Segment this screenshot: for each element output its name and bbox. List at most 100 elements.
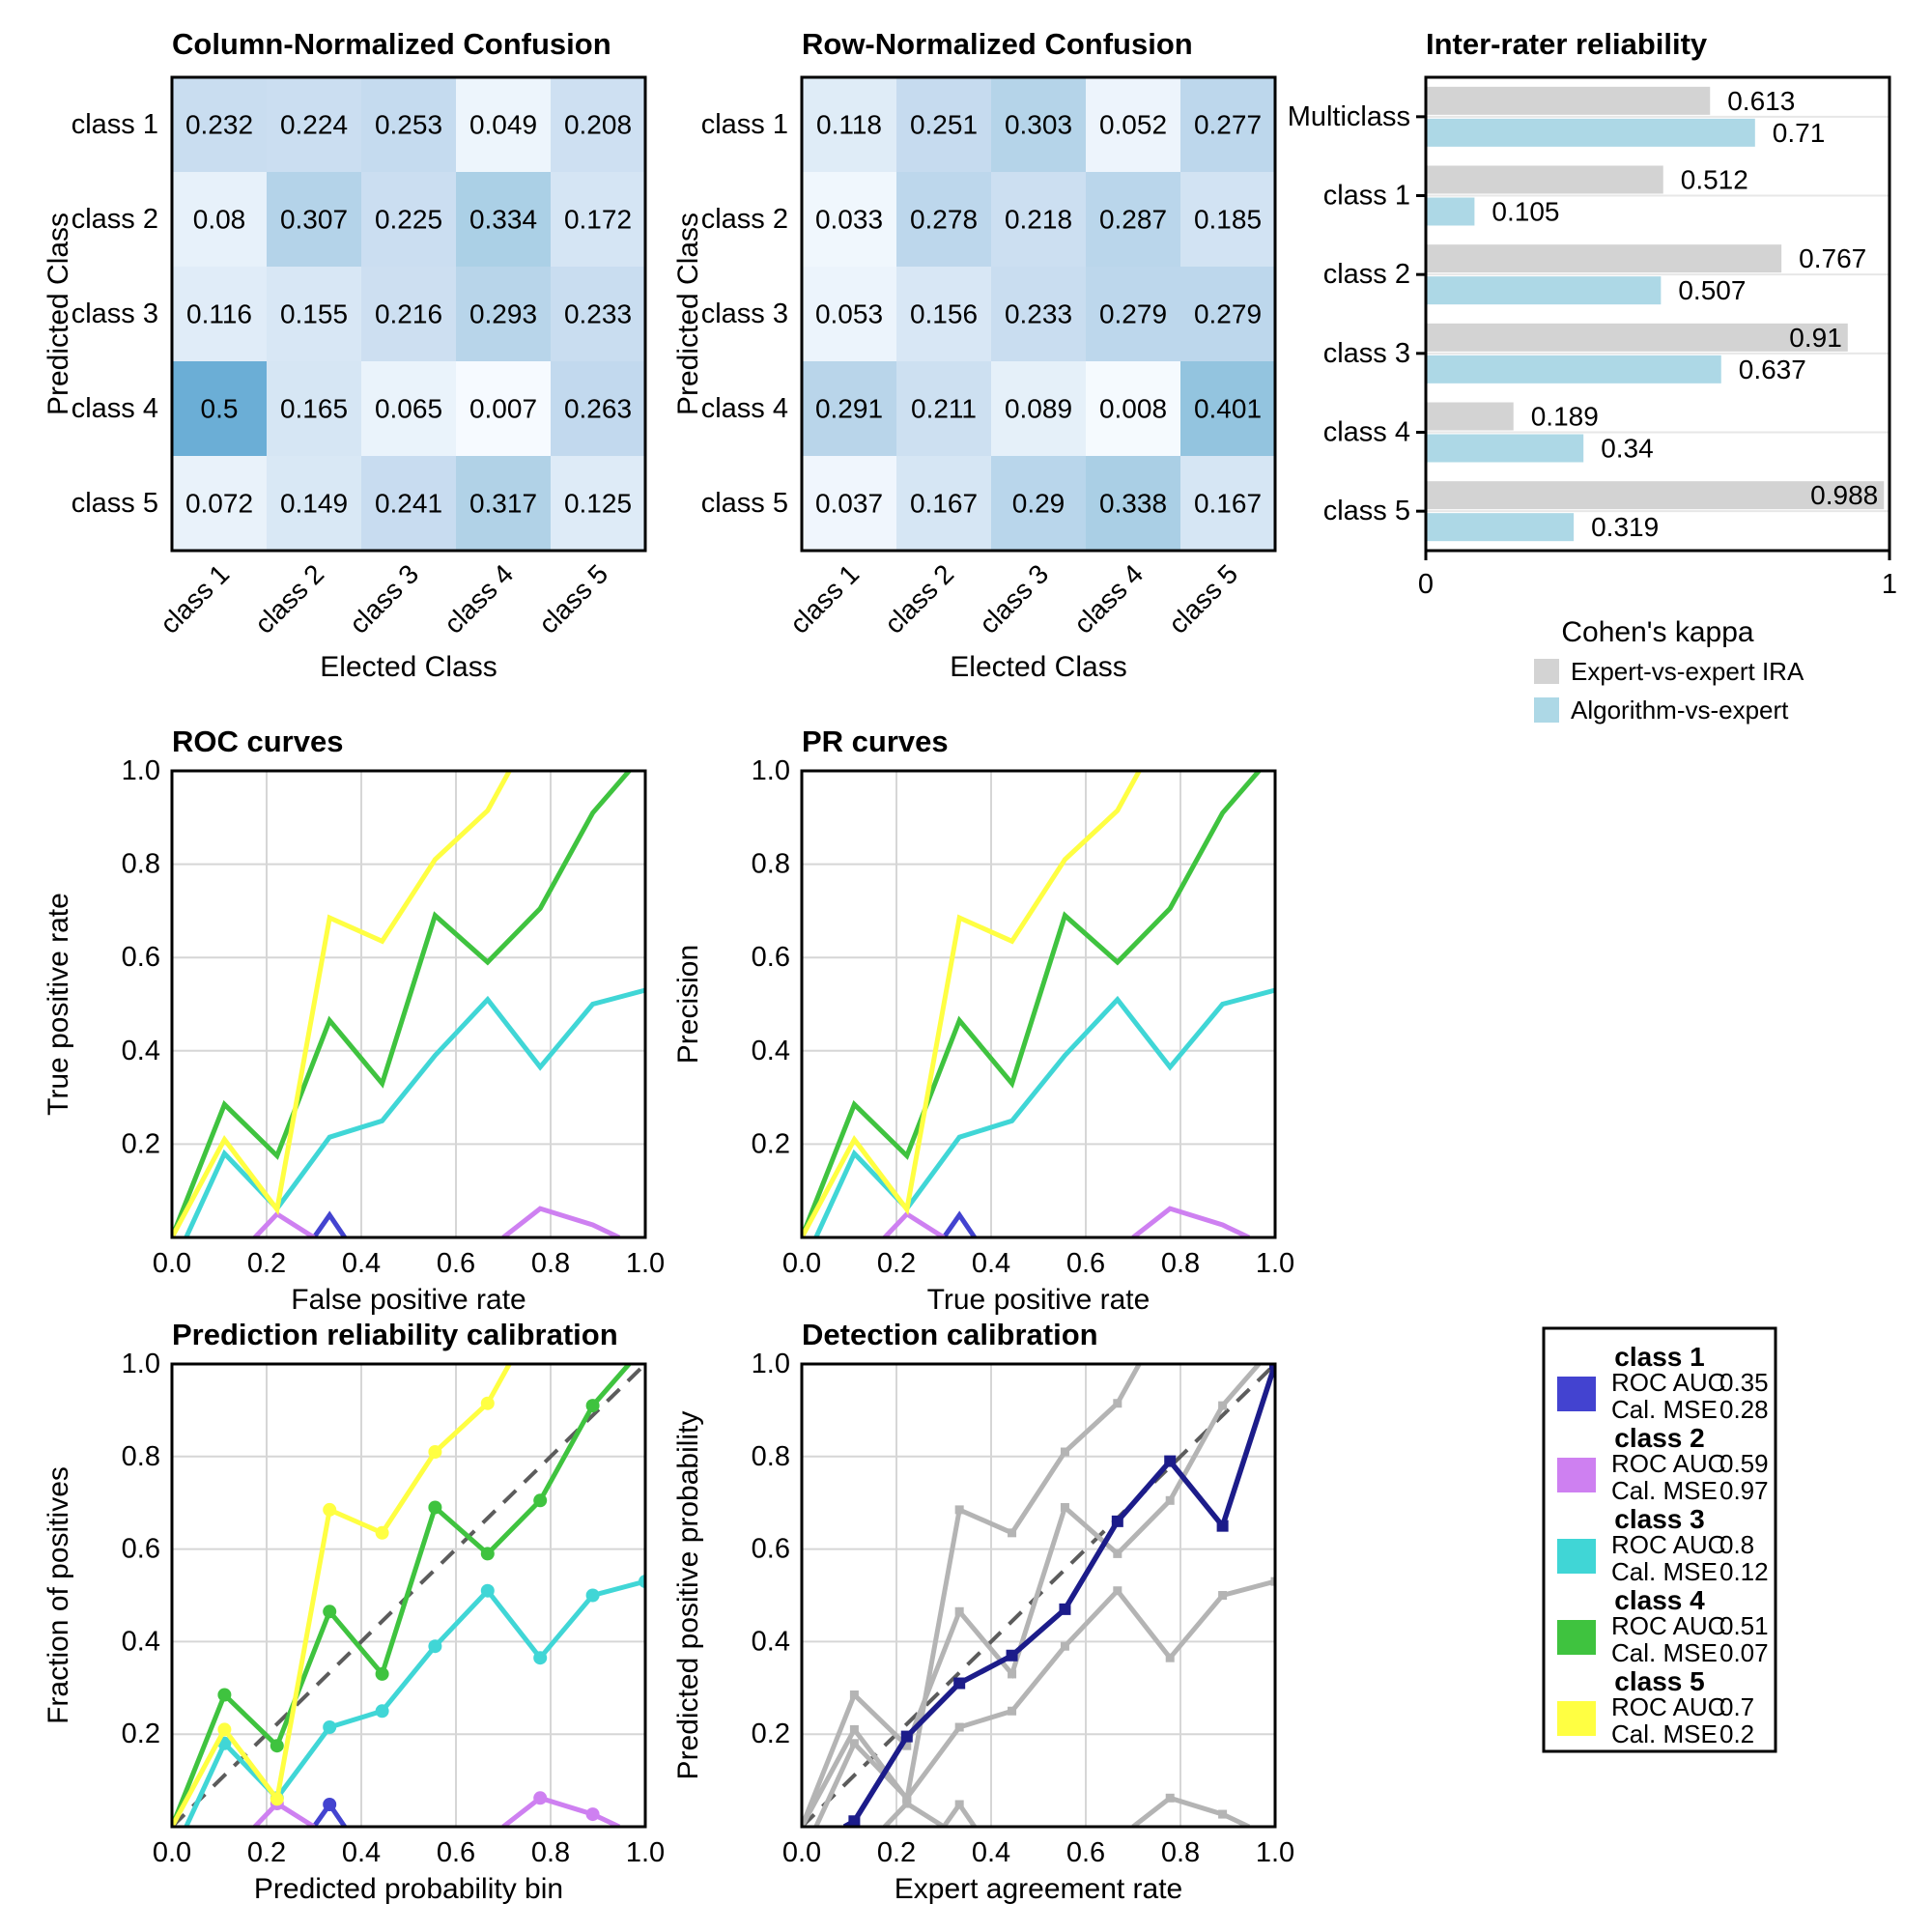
legend-label: Algorithm-vs-expert	[1571, 696, 1789, 724]
muted-series-marker	[1165, 1653, 1175, 1662]
bar-category-label: class 2	[1323, 259, 1410, 290]
muted-series-marker	[1218, 1591, 1228, 1600]
bar-category-label: Multiclass	[1288, 101, 1410, 132]
heatmap-cell	[361, 172, 456, 267]
legend-metric-value: 0.7	[1719, 1692, 1754, 1721]
legend-class-title: class 3	[1614, 1504, 1704, 1534]
plot-border	[170, 769, 647, 1239]
heatmap-cell	[991, 267, 1086, 361]
heatmap-row-label: class 2	[701, 204, 788, 235]
series-marker-class-4	[533, 1493, 548, 1508]
heatmap-cell	[802, 361, 896, 456]
heatmap-row-label: class 4	[701, 393, 788, 424]
y-tick-label: 0.6	[122, 942, 160, 973]
heatmap-cell-value: 0.185	[1194, 205, 1262, 235]
muted-series-marker	[1165, 1793, 1175, 1803]
x-axis-label: Expert agreement rate	[895, 1873, 1183, 1905]
legend-metric-value: 0.97	[1719, 1476, 1769, 1505]
series-marker-class-5	[217, 1722, 232, 1737]
muted-series-marker	[902, 1741, 912, 1750]
heatmap-cell-value: 0.033	[815, 205, 883, 235]
series-marker-class-3	[323, 1720, 337, 1734]
heatmap-cell-value: 0.08	[193, 205, 246, 235]
legend-metric-value: 0.12	[1719, 1557, 1769, 1586]
heatmap-cell	[1086, 456, 1180, 551]
x-axis-label: Cohen's kappa	[1561, 616, 1754, 648]
heatmap-column-label: class 4	[439, 558, 520, 639]
heatmap-row-label: class 5	[71, 488, 158, 519]
heatmap-cell-value: 0.317	[469, 489, 537, 519]
heatmap-cell-value: 0.072	[185, 489, 253, 519]
y-axis-label: Precision	[672, 945, 704, 1064]
heatmap-cell-value: 0.263	[564, 394, 632, 424]
x-tick-label: 0.6	[1066, 1837, 1105, 1868]
series-marker-class-3	[585, 1588, 600, 1603]
plot-series-area	[172, 771, 645, 1237]
bar-value-label: 0.91	[1789, 323, 1842, 353]
series-line-class-2	[501, 1206, 621, 1237]
heatmap-row-label: class 1	[71, 109, 158, 140]
legend-swatch-algorithm	[1534, 697, 1559, 723]
x-tick-label: 0.6	[437, 1248, 475, 1279]
muted-series-marker	[1113, 1399, 1122, 1408]
heatmap-cell-value: 0.287	[1099, 205, 1167, 235]
heatmap-cell	[1180, 267, 1275, 361]
muted-series-marker	[1008, 1669, 1017, 1679]
heatmap-row-label: class 1	[701, 109, 788, 140]
bar-expert-vs-expert	[1426, 481, 1885, 510]
heatmap-cell	[1180, 77, 1275, 172]
series-marker-class-1	[323, 1798, 337, 1811]
series-line-class-4	[172, 1364, 633, 1827]
bar-expert-vs-expert	[1426, 402, 1514, 431]
series-marker-class-3	[375, 1704, 389, 1719]
heatmap-cell-value: 0.224	[280, 110, 348, 140]
panel-ira: Inter-rater reliabilityMulticlass0.6130.…	[1288, 27, 1897, 724]
aggregate-marker	[1216, 1520, 1229, 1532]
series-marker-class-4	[375, 1666, 389, 1681]
legend-class-swatch	[1557, 1620, 1596, 1655]
panel-roc: ROC curves True positive rate 0.0 0.2 0.4 0.6…	[43, 724, 665, 1316]
bar-value-label: 0.34	[1601, 434, 1654, 464]
aggregate-marker	[1164, 1455, 1177, 1467]
heatmap-cell	[896, 456, 991, 551]
legend-metric-value: 0.07	[1719, 1638, 1769, 1667]
heatmap-cell-value: 0.116	[186, 299, 252, 329]
heatmap-cell	[361, 77, 456, 172]
heatmap-cell-value: 0.118	[816, 110, 882, 140]
y-axis-label: Fraction of positives	[43, 1466, 74, 1724]
aggregate-marker	[900, 1730, 913, 1743]
series-line-class-5	[172, 1364, 513, 1827]
y-axis-label: Predicted Class	[672, 213, 704, 415]
muted-series-marker	[954, 1722, 964, 1732]
heatmap-row-label: class 3	[71, 298, 158, 329]
legend-metric-label: Cal. MSE	[1611, 1557, 1718, 1586]
y-tick-label: 0.2	[122, 1128, 160, 1159]
legend-metric-value: 0.2	[1719, 1719, 1754, 1748]
heatmap-cell-value: 0.279	[1099, 299, 1167, 329]
heatmap-cell	[896, 172, 991, 267]
heatmap-cell	[551, 267, 645, 361]
muted-series-marker	[1165, 1495, 1175, 1505]
bar-category-label: class 1	[1323, 181, 1410, 212]
heatmap-cell	[896, 77, 991, 172]
legend-class-swatch	[1557, 1701, 1596, 1736]
plot-border	[800, 75, 1277, 553]
x-tick-label: 0.0	[153, 1837, 191, 1868]
heatmap-cell-value: 0.053	[815, 299, 883, 329]
aggregate-marker	[1111, 1515, 1123, 1527]
bar-algorithm-vs-expert	[1426, 197, 1475, 226]
heatmap-column-label: class 5	[533, 558, 614, 639]
panel-title: Row-Normalized Confusion	[802, 27, 1193, 61]
heatmap-cell-value: 0.334	[469, 205, 537, 235]
x-tick-label: 0.6	[437, 1837, 475, 1868]
heatmap-cell	[1086, 172, 1180, 267]
panel-pr: PR curves Precision 0.0 0.2 0.4 0.6 0.8 1.0 0.2 0…	[672, 724, 1294, 1316]
series-marker-class-3	[480, 1583, 495, 1598]
bar-algorithm-vs-expert	[1426, 118, 1755, 147]
heatmap-cell-value: 0.049	[469, 110, 537, 140]
heatmap-cell-value: 0.251	[910, 110, 978, 140]
series-line-class-2	[1131, 1206, 1251, 1237]
heatmap-row-label: class 5	[701, 488, 788, 519]
